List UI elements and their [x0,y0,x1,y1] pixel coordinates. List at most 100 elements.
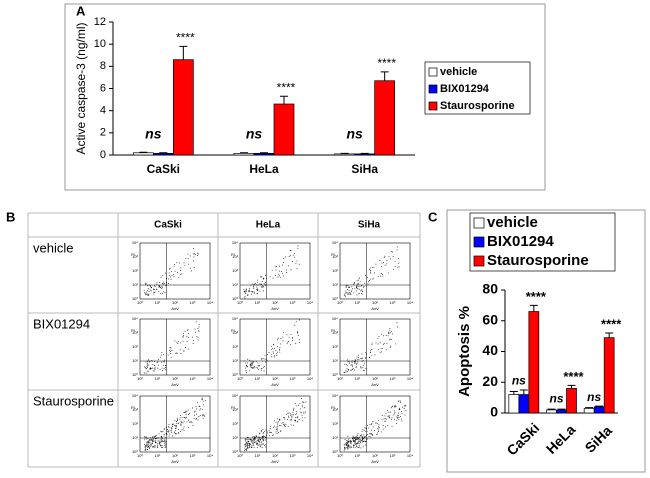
cytometry-dot [280,277,281,279]
cytometry-dot [168,349,170,351]
legend-box [469,212,616,272]
cytometry-dot [199,415,201,416]
cytometry-dot [163,364,165,366]
cytometry-dot [162,440,164,442]
panel-c-frame [446,209,646,473]
cytometry-dot [367,283,369,285]
cytometry-dot [374,354,376,356]
cytometry-dot [260,444,262,446]
plot-tick-label: 10⁴ [407,300,413,305]
cytometry-dot [147,441,149,443]
cytometry-dot [347,445,349,447]
cytometry-dot [251,291,253,293]
cytometry-dot [379,341,381,343]
cytometry-dot [144,436,146,437]
cytometry-dot [146,291,147,293]
cytometry-dot [365,428,367,430]
cytometry-dot [279,348,280,350]
cytometry-dot [292,424,294,426]
cytometry-dot [372,266,374,268]
cytometry-dot [388,415,390,417]
cytometry-dot [385,418,387,420]
cytometry-dot [281,272,283,274]
cytometry-dot [144,444,146,446]
cytometry-dot [152,360,153,362]
cytometry-dot [296,421,298,423]
cytometry-dot [252,444,254,446]
cytometry-dot [293,407,295,409]
cytometry-dot [375,263,377,265]
cytometry-dot [282,336,284,338]
cytometry-dot [253,292,255,294]
cytometry-dot [177,340,179,342]
cytometry-dot [180,421,182,423]
cytometry-dot [359,435,361,437]
cytometry-dot [247,443,248,445]
cytometry-dot [164,447,166,448]
cytometry-dot [257,439,259,441]
cytometry-dot [352,435,354,437]
cytometry-dot [144,450,146,451]
cytometry-dot [366,435,367,437]
cytometry-dot [345,444,347,445]
bar [583,408,595,414]
cytometry-dot [266,278,267,279]
bar [172,59,194,156]
cytometry-dot [276,351,278,353]
cytometry-dot [359,281,361,283]
error-bar [360,152,369,154]
cytometry-dot [288,265,289,267]
cytometry-dot [358,444,360,446]
cytometry-dot [152,439,154,441]
cytometry-dot [244,290,246,292]
plot-tick-label: 10⁰ [237,300,243,305]
cytometry-dot [350,294,352,295]
plot-tick-label: 10³ [290,300,296,305]
cytometry-dot [382,335,384,337]
cytometry-dot [344,447,346,449]
cytometry-dot [188,336,190,338]
cytometry-dot [383,256,385,258]
bar [374,80,396,156]
bar [556,409,567,414]
cytometry-dot [150,439,152,441]
cytometry-dot [250,361,252,363]
cytometry-dot [349,445,351,447]
cytometry-dot [161,287,163,289]
cytometry-dot [298,263,300,265]
plot-tick-label: 10³ [190,453,196,458]
y-tick-label: 10 [94,38,106,50]
cytometry-dot [394,406,396,408]
plot-axis-label: AnV [371,306,379,311]
cytometry-dot [198,331,200,333]
cytometry-dot [192,336,194,338]
cytometry-dot [147,366,149,368]
cytometry-dot [356,363,358,365]
cytometry-dot [280,337,282,339]
plot-tick-label: 10⁰ [132,449,138,454]
cytometry-dot [356,286,358,288]
cytometry-dot [172,435,173,437]
cytometry-dot [349,286,351,288]
cytometry-dot [346,292,348,294]
cytometry-dot [194,410,196,412]
cytometry-dot [244,439,246,441]
cytometry-dot [158,440,160,442]
plot-axis-label: AnV [171,459,179,464]
plot-tick-label: 10⁰ [237,376,243,381]
cytometry-dot [391,331,393,333]
bar [528,311,540,414]
plot-tick-label: 10² [332,344,338,349]
cytometry-dot [244,362,246,364]
cytometry-dot [251,445,253,447]
cytometry-dot [292,340,294,342]
cytometry-dot [161,446,163,448]
cytometry-dot [290,254,292,256]
cytometry-dot [400,416,401,417]
cytometry-dot [248,288,250,290]
plot-axis-label: PI [231,252,235,257]
cytometry-dot [377,429,379,431]
y-tick-label: 80 [482,281,498,297]
legend-swatch [428,84,438,94]
cytometry-dot [182,336,184,338]
